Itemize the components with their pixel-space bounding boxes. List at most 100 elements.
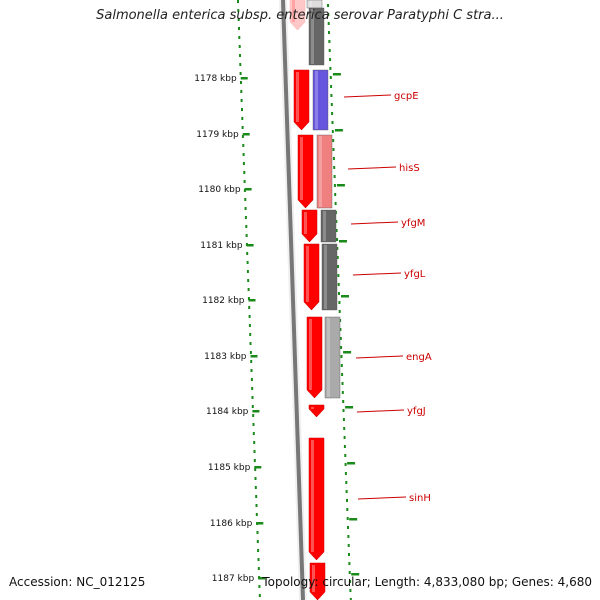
- ruler-tick-label: 1184 kbp: [206, 407, 249, 417]
- ruler-dot: [250, 369, 253, 372]
- ruler-dot: [335, 220, 338, 223]
- gene-highlight: [296, 72, 299, 122]
- ruler-dot: [348, 571, 351, 574]
- ruler-dot: [258, 594, 261, 597]
- ruler-dot: [329, 58, 332, 61]
- ruler-dot: [250, 378, 253, 381]
- ruler-dot: [245, 234, 248, 237]
- ruler-dot: [246, 261, 249, 264]
- ruler-dot: [340, 355, 343, 358]
- ruler-dot: [328, 49, 331, 52]
- ruler-dot: [256, 531, 259, 534]
- gene-highlight: [304, 212, 307, 234]
- ruler-tick: [332, 73, 341, 76]
- ruler-dot: [341, 373, 344, 376]
- ruler-dot: [254, 486, 257, 489]
- ruler-dot: [248, 324, 251, 327]
- ruler-dot: [330, 85, 333, 88]
- ruler-tick: [334, 129, 343, 132]
- ruler-dot: [341, 391, 344, 394]
- ruler-tick: [244, 188, 252, 191]
- cog-block: [320, 209, 337, 243]
- ruler-tick: [351, 573, 360, 576]
- ruler: 1178 kbp 1179 kbp 1180 kbp 1181 kbp 1182 kbp…: [194, 0, 360, 600]
- ruler-tick: [258, 577, 266, 580]
- cog-highlight: [323, 211, 326, 241]
- ruler-dot: [338, 310, 341, 313]
- gene-highlight: [311, 440, 314, 552]
- ruler-dot: [257, 549, 260, 552]
- ruler-tick-label: 1180 kbp: [198, 185, 241, 195]
- ruler-dot: [252, 414, 255, 417]
- ruler-dot: [327, 4, 329, 7]
- ruler-dot: [339, 328, 342, 331]
- ruler-dot: [328, 31, 330, 34]
- ruler-dot: [245, 225, 248, 228]
- ruler-dot: [253, 450, 256, 453]
- ruler-dot: [330, 94, 333, 97]
- ruler-dot: [333, 175, 336, 178]
- ruler-dot: [345, 490, 348, 493]
- ruler-dot: [333, 184, 336, 187]
- backbone: [279, 0, 307, 600]
- ruler-tick: [343, 351, 352, 354]
- gene-highlight: [306, 246, 309, 302]
- gene-highlight: [300, 137, 303, 200]
- ruler-dot: [332, 139, 335, 142]
- ruler-dot: [332, 148, 335, 151]
- genome-title: Salmonella enterica subsp. enterica sero…: [96, 8, 504, 23]
- ruler-dot: [346, 517, 349, 520]
- cog-highlight: [324, 245, 327, 309]
- ruler-dot: [341, 382, 344, 385]
- ruler-dot: [238, 36, 241, 39]
- ruler-dot: [334, 193, 337, 196]
- cog-highlight: [327, 318, 330, 397]
- ruler-dot: [237, 9, 240, 12]
- ruler-dot: [257, 567, 260, 570]
- ruler-tick: [250, 355, 258, 358]
- gene-labels: gcpE hisS yfgM yfgL engA yfgJ sinH: [343, 91, 432, 504]
- ruler-dot: [340, 346, 343, 349]
- ruler-dot: [343, 445, 346, 448]
- ruler-dot: [251, 396, 254, 399]
- ruler-dot: [255, 495, 258, 498]
- ruler-dot: [339, 337, 342, 340]
- ruler-tick: [339, 240, 347, 243]
- gene-highlight: [309, 319, 312, 390]
- ruler-tick: [252, 410, 260, 413]
- ruler-dot: [246, 252, 249, 255]
- ruler-dot: [244, 207, 247, 210]
- ruler-tick: [345, 406, 354, 409]
- ruler-dot: [254, 477, 257, 480]
- ruler-dot: [336, 238, 338, 241]
- ruler-tick: [242, 133, 250, 136]
- ruler-dot: [344, 463, 347, 466]
- ruler-dot: [342, 409, 345, 412]
- ruler-dot: [335, 229, 338, 232]
- ruler-dot: [348, 562, 351, 565]
- ruler-dot: [243, 180, 246, 183]
- ruler-dot: [250, 360, 253, 363]
- ruler-dot: [249, 342, 252, 345]
- ruler-dot: [327, 22, 330, 25]
- ruler-dot: [348, 553, 350, 556]
- ruler-dot: [239, 63, 242, 66]
- ruler-dot: [338, 292, 340, 295]
- ruler-dot: [247, 297, 250, 300]
- ruler-dot: [252, 432, 255, 435]
- ruler-dot: [241, 108, 243, 111]
- gene-label-leader: [343, 94, 392, 98]
- ruler-dot: [332, 157, 335, 160]
- forward-gene-arrow: [308, 404, 325, 418]
- cog-highlight: [311, 9, 314, 64]
- gene-label-yfgl: yfgL: [404, 269, 426, 280]
- ruler-dot: [238, 27, 240, 30]
- cog-highlight: [319, 136, 322, 207]
- ruler-dot: [342, 400, 345, 403]
- cog-highlight: [315, 71, 318, 129]
- ruler-dot: [248, 315, 251, 318]
- ruler-tick: [341, 295, 349, 298]
- ruler-tick-label: 1187 kbp: [212, 574, 255, 584]
